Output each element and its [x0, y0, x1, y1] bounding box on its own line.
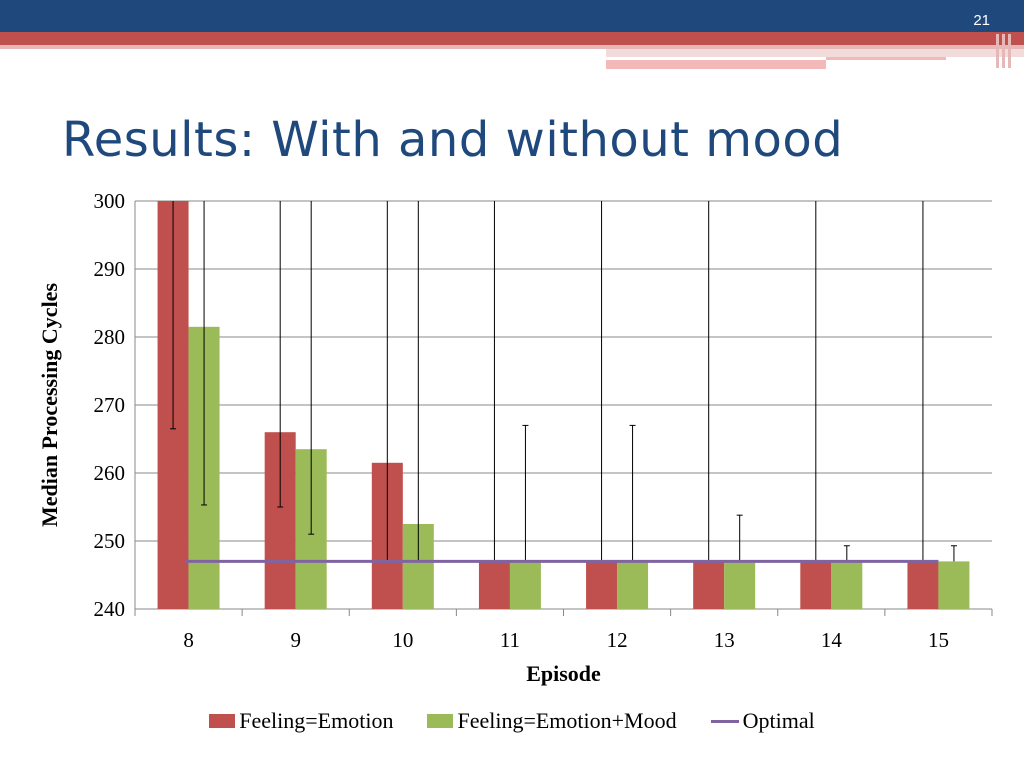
y-tick-label: 240 — [94, 597, 126, 621]
header-accent-3 — [826, 57, 946, 60]
legend-label-mood: Feeling=Emotion+Mood — [457, 708, 677, 733]
bar-emotion — [907, 561, 939, 609]
legend: Feeling=Emotion Feeling=Emotion+Mood Opt… — [0, 708, 1024, 734]
y-tick-label: 300 — [94, 189, 126, 213]
slide-number: 21 — [973, 12, 990, 29]
x-tick-label: 12 — [607, 628, 628, 652]
bar-mood — [617, 561, 649, 609]
bar-mood — [938, 561, 970, 609]
bar-mood — [509, 561, 541, 609]
legend-label-emotion: Feeling=Emotion — [239, 708, 394, 733]
legend-swatch-mood — [427, 714, 454, 728]
legend-item-mood: Feeling=Emotion+Mood — [427, 708, 677, 734]
bar-mood — [724, 561, 756, 609]
x-axis-title: Episode — [526, 661, 601, 686]
x-tick-label: 10 — [392, 628, 413, 652]
x-tick-label: 13 — [714, 628, 735, 652]
x-tick-label: 9 — [290, 628, 301, 652]
header-band-blue — [0, 0, 1024, 32]
y-tick-label: 280 — [94, 325, 126, 349]
header-stripes — [996, 34, 1011, 68]
header-accent-2 — [606, 60, 826, 69]
y-tick-label: 260 — [94, 461, 126, 485]
legend-item-emotion: Feeling=Emotion — [209, 708, 393, 734]
y-tick-label: 290 — [94, 257, 126, 281]
legend-label-optimal: Optimal — [742, 708, 815, 733]
x-tick-label: 14 — [821, 628, 843, 652]
legend-item-optimal: Optimal — [710, 708, 815, 734]
header-band-red — [0, 32, 1024, 45]
bar-emotion — [800, 561, 832, 609]
bar-chart: 240 250 260 270 280 290 300 8 9 10 11 12 13 14 15 Episo… — [37, 189, 993, 686]
x-tick-label: 11 — [500, 628, 520, 652]
header-band-red-thin — [0, 45, 1024, 49]
slide-title: Results: With and without mood — [62, 112, 844, 168]
bar-emotion — [586, 561, 618, 609]
bar-mood — [831, 561, 863, 609]
legend-swatch-emotion — [209, 714, 236, 728]
y-tick-label: 250 — [94, 529, 126, 553]
bar-emotion — [693, 561, 725, 609]
header-accent-1 — [606, 49, 1024, 57]
y-tick-label: 270 — [94, 393, 126, 417]
legend-swatch-optimal — [710, 719, 739, 723]
bar-emotion — [478, 561, 510, 609]
x-tick-label: 8 — [183, 628, 194, 652]
y-axis-title: Median Processing Cycles — [37, 283, 62, 527]
x-tick-label: 15 — [928, 628, 949, 652]
